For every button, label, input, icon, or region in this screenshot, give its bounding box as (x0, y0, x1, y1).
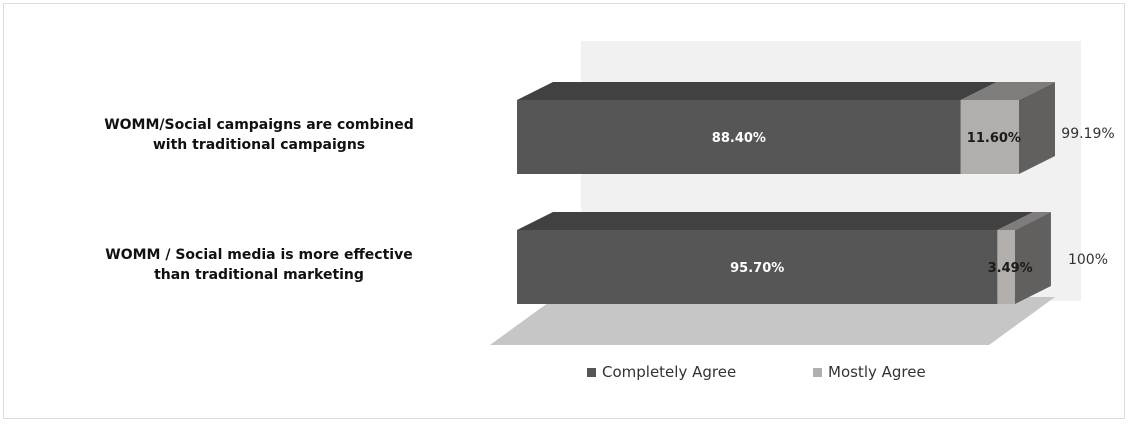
category-label-1-line-1: WOMM/Social campaigns are combined (104, 117, 414, 133)
value-label-mostly-agree-2: 3.49% (988, 261, 1033, 276)
chart-frame: 88.40% 11.60% 99.19% WOMM/Social campaigns … (3, 3, 1125, 419)
category-label-2-line-1: WOMM / Social media is more effective (105, 247, 412, 263)
legend-swatch-mostly-agree (813, 368, 822, 377)
value-label-mostly-agree-1: 11.60% (967, 131, 1021, 146)
bar-top-completely-agree-1 (517, 82, 997, 100)
bar-mostly-agree-1 (960, 100, 1019, 174)
category-label-1-line-2: with traditional campaigns (153, 137, 365, 153)
bar-completely-agree-2 (517, 230, 998, 304)
legend-swatch-completely-agree (587, 368, 596, 377)
bar-completely-agree-1 (517, 100, 961, 174)
bar-side-2 (1014, 212, 1051, 304)
legend-label-completely-agree: Completely Agree (602, 363, 736, 381)
category-label-2-line-2: than traditional marketing (154, 267, 364, 283)
bar-top-completely-agree-2 (517, 212, 1034, 230)
legend-label-mostly-agree: Mostly Agree (828, 363, 926, 381)
value-label-completely-agree-2: 95.70% (730, 261, 784, 276)
bar-top-mostly-agree-1 (960, 82, 1055, 100)
bar-mostly-agree-2 (997, 230, 1015, 304)
plot-floor (490, 297, 1055, 345)
total-label-1: 99.19% (1061, 126, 1114, 142)
stacked-bar-chart: 88.40% 11.60% 99.19% WOMM/Social campaigns … (104, 41, 1115, 381)
bar-side-1 (1019, 82, 1055, 174)
value-label-completely-agree-1: 88.40% (712, 131, 766, 146)
total-label-2: 100% (1068, 252, 1108, 268)
bar-top-mostly-agree-2 (997, 212, 1051, 230)
